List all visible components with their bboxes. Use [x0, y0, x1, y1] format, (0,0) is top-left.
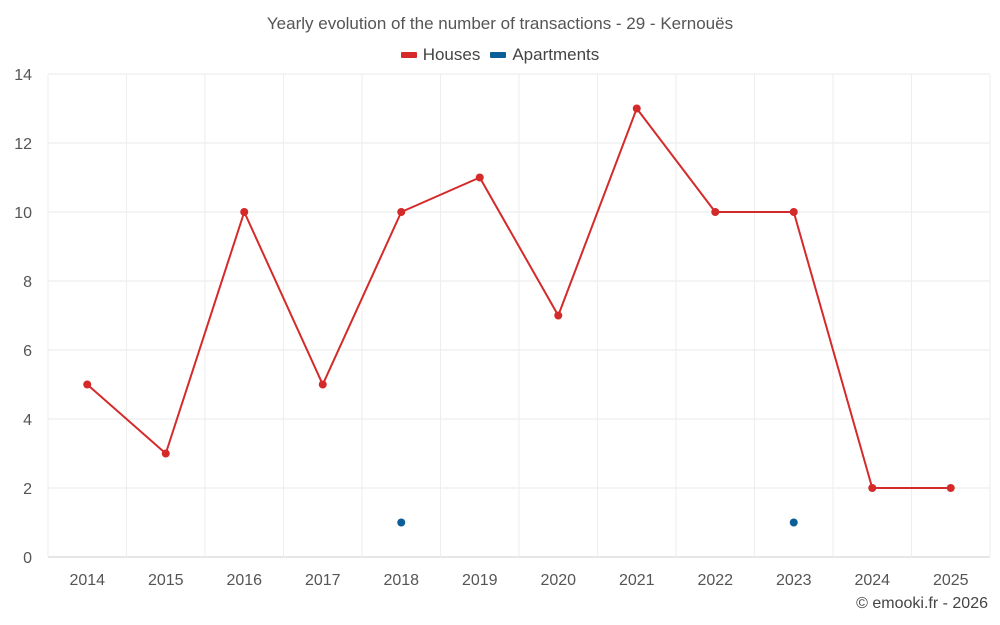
- chart-title: Yearly evolution of the number of transa…: [266, 14, 734, 33]
- y-tick-label: 14: [14, 67, 32, 84]
- data-point-houses: [554, 311, 563, 320]
- data-point-houses: [789, 208, 798, 216]
- y-tick-label: 0: [23, 550, 32, 567]
- x-tick-label: 2020: [540, 572, 576, 589]
- legend-item-houses[interactable]: Houses: [400, 45, 481, 65]
- y-tick-label: 12: [14, 136, 32, 153]
- x-tick-label: 2022: [697, 572, 733, 589]
- x-tick-label: 2024: [854, 572, 890, 589]
- legend: Houses Apartments: [0, 45, 1000, 65]
- data-point-houses: [946, 484, 955, 492]
- data-point-apartments: [789, 518, 798, 527]
- legend-label-apartments: Apartments: [512, 45, 600, 64]
- legend-swatch-houses: [400, 52, 417, 58]
- data-point-houses: [868, 484, 877, 492]
- y-tick-label: 6: [23, 343, 32, 360]
- data-point-houses: [397, 208, 406, 216]
- y-tick-label: 4: [23, 412, 32, 429]
- y-tick-label: 10: [14, 205, 32, 222]
- credit-text: © emooki.fr - 2026: [856, 595, 988, 612]
- x-tick-label: 2018: [383, 572, 419, 589]
- legend-label-houses: Houses: [422, 45, 481, 64]
- x-tick-label: 2014: [69, 572, 105, 589]
- data-point-houses: [475, 173, 484, 182]
- legend-swatch-apartments: [490, 52, 507, 58]
- legend-item-apartments[interactable]: Apartments: [490, 45, 599, 65]
- data-point-houses: [83, 380, 92, 389]
- x-tick-label: 2015: [148, 572, 184, 589]
- data-point-houses: [161, 449, 170, 458]
- data-point-houses: [711, 208, 720, 216]
- data-point-apartments: [397, 518, 406, 527]
- data-point-houses: [632, 104, 641, 113]
- x-tick-label: 2021: [619, 572, 655, 589]
- data-point-houses: [318, 380, 327, 389]
- x-tick-label: 2025: [933, 572, 969, 589]
- x-tick-label: 2019: [462, 572, 498, 589]
- x-tick-label: 2023: [776, 572, 812, 589]
- y-tick-label: 8: [23, 274, 32, 291]
- data-point-houses: [240, 208, 249, 216]
- series-line-houses: [86, 107, 951, 489]
- x-tick-label: 2017: [305, 572, 341, 589]
- y-tick-label: 2: [23, 481, 32, 498]
- x-tick-label: 2016: [226, 572, 262, 589]
